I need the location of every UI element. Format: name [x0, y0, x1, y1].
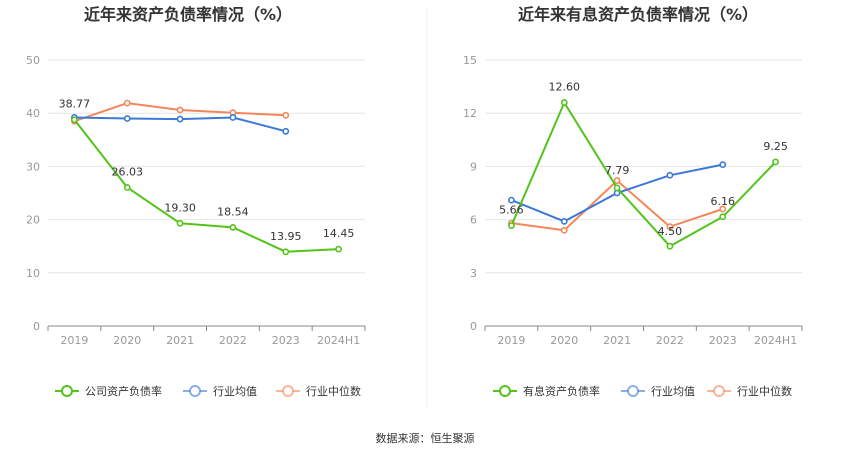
- legend-label: 行业均值: [213, 385, 257, 398]
- data-label: 14.45: [323, 227, 355, 240]
- y-tick-label: 40: [26, 107, 40, 120]
- data-label: 7.79: [605, 164, 630, 177]
- y-tick-label: 10: [26, 267, 40, 280]
- legend-swatch-marker: [499, 385, 511, 397]
- x-tick-label: 2019: [497, 334, 525, 347]
- data-point-company: [176, 219, 184, 227]
- y-tick-label: 50: [26, 54, 40, 67]
- series-line-company: [73, 119, 339, 253]
- data-point-company: [772, 158, 779, 166]
- data-point-avg: [229, 114, 237, 121]
- legend-swatch-marker: [627, 385, 639, 397]
- legend-swatch-marker: [189, 385, 201, 397]
- legend-label: 公司资产负债率: [85, 384, 162, 398]
- x-tick-label: 2019: [60, 334, 88, 347]
- data-label: 13.95: [270, 230, 302, 243]
- x-tick-label: 2024H1: [317, 334, 360, 347]
- x-tick-label: 2023: [272, 334, 300, 347]
- legend-label: 有息资产负债率: [523, 384, 600, 398]
- data-point-median: [560, 226, 568, 234]
- data-label: 19.30: [164, 201, 196, 214]
- x-tick-label: 2023: [709, 334, 737, 347]
- data-point-avg: [176, 115, 184, 123]
- data-point-median: [719, 205, 727, 213]
- data-point-avg: [508, 196, 515, 204]
- data-point-company: [613, 184, 621, 192]
- legend-label: 行业均值: [651, 385, 695, 398]
- x-tick-label: 2022: [656, 334, 684, 347]
- data-point-median: [123, 99, 131, 107]
- data-point-avg: [560, 217, 568, 225]
- data-label: 4.50: [658, 225, 683, 238]
- legend-swatch-marker: [282, 385, 294, 397]
- data-label: 38.77: [59, 98, 91, 111]
- data-point-avg: [282, 127, 290, 135]
- data-point-company: [229, 223, 237, 231]
- data-point-company: [123, 184, 131, 191]
- data-point-median: [666, 223, 674, 231]
- x-tick-label: 2020: [550, 334, 578, 347]
- legend-label: 行业中位数: [306, 384, 361, 398]
- y-tick-label: 9: [470, 160, 477, 173]
- y-tick-label: 15: [463, 54, 477, 67]
- data-point-median: [176, 106, 184, 114]
- y-tick-label: 0: [470, 320, 477, 333]
- data-label: 18.54: [217, 205, 249, 218]
- x-tick-label: 2021: [603, 334, 631, 347]
- y-tick-label: 6: [470, 214, 477, 227]
- x-tick-label: 2020: [113, 334, 141, 347]
- data-point-company: [560, 99, 568, 106]
- legend-label: 行业中位数: [737, 384, 792, 398]
- y-tick-label: 20: [26, 214, 40, 227]
- y-tick-label: 30: [26, 160, 40, 173]
- data-point-company: [666, 242, 674, 250]
- data-point-median: [613, 177, 621, 184]
- y-tick-label: 12: [463, 107, 477, 120]
- data-point-company: [71, 116, 78, 124]
- data-point-company: [508, 222, 515, 230]
- data-point-avg: [719, 161, 727, 169]
- data-label: 5.66: [499, 204, 524, 217]
- data-label: 6.16: [711, 195, 736, 208]
- data-point-median: [282, 111, 290, 119]
- data-point-company: [719, 213, 727, 221]
- chart-title: 近年来资产负债率情况（%）: [84, 5, 292, 24]
- x-tick-label: 2021: [166, 334, 194, 347]
- source-text: 数据来源：恒生聚源: [376, 431, 475, 445]
- data-label: 12.60: [549, 81, 581, 94]
- series-line-company: [510, 101, 777, 248]
- data-point-company: [335, 245, 342, 253]
- legend-swatch-marker: [61, 385, 73, 397]
- chart-title: 近年来有息资产负债率情况（%）: [518, 5, 758, 24]
- data-label: 26.03: [112, 166, 144, 179]
- data-point-avg: [666, 171, 674, 179]
- x-tick-label: 2022: [219, 334, 247, 347]
- data-point-company: [282, 248, 290, 256]
- y-tick-label: 0: [33, 320, 40, 333]
- data-point-avg: [123, 115, 131, 122]
- legend-swatch-marker: [713, 385, 725, 397]
- y-tick-label: 3: [470, 267, 477, 280]
- x-tick-label: 2024H1: [754, 334, 797, 347]
- data-label: 9.25: [763, 140, 788, 153]
